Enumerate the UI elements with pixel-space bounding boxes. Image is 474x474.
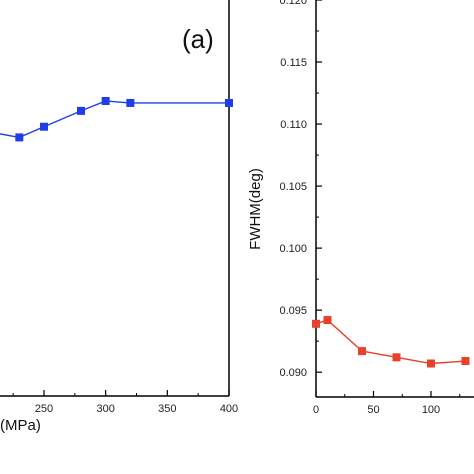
x-tick-label: 400 xyxy=(220,403,238,415)
data-point xyxy=(392,353,401,362)
x-tick-label: 0 xyxy=(313,404,319,416)
x-tick-label: 100 xyxy=(422,404,440,416)
data-point xyxy=(323,316,332,325)
series-line xyxy=(315,319,466,365)
data-point xyxy=(126,98,135,107)
data-point xyxy=(358,347,366,356)
x-tick-label: 250 xyxy=(35,403,53,415)
data-point xyxy=(77,106,85,115)
data-point xyxy=(15,133,24,142)
y-tick-label: 0.095 xyxy=(279,305,307,317)
data-point xyxy=(101,96,110,105)
data-point xyxy=(461,357,470,366)
y-tick-label: 0.105 xyxy=(279,181,307,193)
series-line xyxy=(0,100,229,139)
x-axis-title: (MPa) xyxy=(0,417,41,434)
data-point xyxy=(427,359,435,368)
panel-b-chart: 0 50 100 0.090 0.095 0.100 0.105 0.110 0.115 0.12… xyxy=(247,0,474,416)
data-point xyxy=(225,98,233,107)
x-tick-label: 350 xyxy=(158,403,176,415)
panel-a-chart: 250 300 350 400 (MPa) (a) xyxy=(0,0,238,434)
y-tick-label: 0.100 xyxy=(279,243,307,255)
panel-label: (a) xyxy=(182,24,214,54)
y-tick-label: 0.090 xyxy=(279,367,307,379)
y-axis-title: FWHM(deg) xyxy=(247,168,264,250)
y-tick-label: 0.115 xyxy=(280,57,307,69)
data-point xyxy=(312,319,320,328)
x-tick-label: 50 xyxy=(367,404,379,416)
data-point xyxy=(40,122,48,131)
y-tick-label: 0.110 xyxy=(280,119,307,131)
x-tick-label: 300 xyxy=(96,403,114,415)
y-tick-label: 0.120 xyxy=(279,0,307,7)
